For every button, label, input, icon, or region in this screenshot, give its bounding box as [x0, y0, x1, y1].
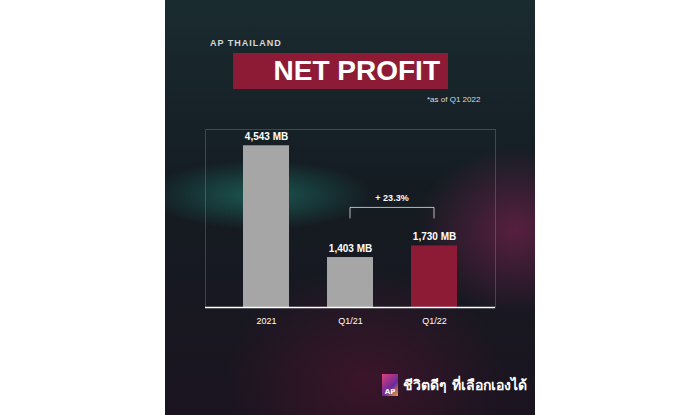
html-text:AP THAILAND: AP THAILAND: [210, 38, 282, 48]
html-text:AP: AP: [384, 388, 396, 396]
svg-text:+ 23.3%: + 23.3%: [375, 193, 408, 203]
svg-text:1,403 MB: 1,403 MB: [329, 243, 372, 254]
html-text:NET PROFIT: NET PROFIT: [273, 55, 440, 86]
svg-text:1,730 MB: 1,730 MB: [413, 231, 456, 242]
svg-text:4,543 MB: 4,543 MB: [245, 131, 288, 142]
html-text:*as of Q1 2022: *as of Q1 2022: [427, 95, 481, 104]
svg-text:Q1/22: Q1/22: [422, 316, 447, 326]
svg-text:Q1/21: Q1/21: [338, 316, 363, 326]
html-text:ชีวิตดีๆ ที่เลือกเองได้: ชีวิตดีๆ ที่เลือกเองได้: [403, 377, 527, 393]
svg-text:2021: 2021: [256, 316, 276, 326]
